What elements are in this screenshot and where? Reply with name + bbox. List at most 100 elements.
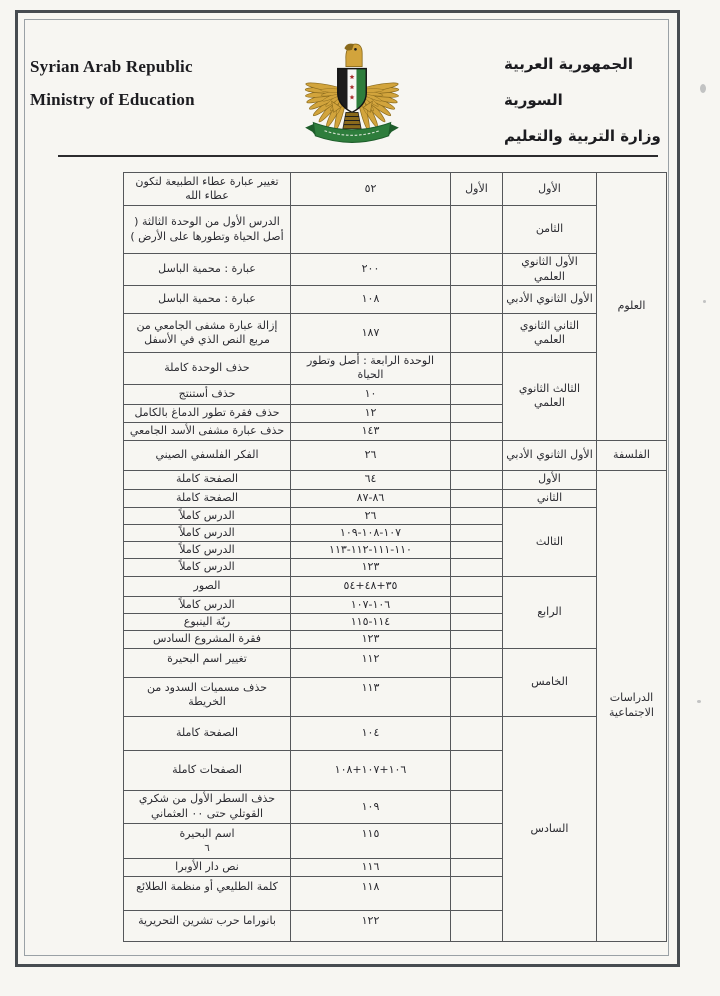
country-name-ar: الجمهورية العربية السورية: [504, 55, 633, 109]
pages-cell: ٢٠٠: [290, 253, 451, 286]
desc-cell: فقرة المشروع السادس: [123, 630, 291, 649]
table-row: ١١٠-١١١-١١٢-١١٣ الدرس كاملاً: [123, 541, 667, 560]
pages-cell: ١٠٩: [290, 789, 451, 824]
pages-cell: ٢٦: [290, 506, 451, 525]
scan-artifact: [697, 700, 701, 703]
desc-cell: بانوراما حرب تشرين التحريرية: [123, 909, 291, 942]
pages-cell: ١٠٦+١٠٧+١٠٨: [290, 749, 451, 791]
pages-cell: ١١٦: [290, 857, 451, 877]
ministry-header-english: Syrian Arab Republic Ministry of Educati…: [30, 50, 195, 116]
part-cell: [450, 352, 503, 385]
pages-cell: ١٢٣: [290, 558, 451, 577]
grade-cell: الرابع: [502, 575, 597, 649]
table-row: الأول الثانوي الأدبي ١٠٨ عبارة : محمية الب…: [123, 285, 667, 314]
pages-cell: ١٠: [290, 383, 451, 405]
grade-cell: الثالث: [502, 506, 597, 577]
country-name-en: Syrian Arab Republic: [30, 57, 193, 76]
grade-cell: الثالث الثانوي العلمي: [502, 352, 597, 441]
table-row: ١٢ حذف فقرة تطور الدماغ بالكامل: [123, 403, 667, 423]
subject-cell: الدراسات الاجتماعية: [596, 469, 667, 942]
part-cell: [450, 715, 503, 751]
part-cell: [450, 595, 503, 615]
pages-cell: الوحدة الرابعة : أصل وتطور الحياة: [290, 352, 451, 385]
banner-script-marks: [324, 130, 380, 136]
table-row: الثالث الثانوي العلمي الوحدة الرابعة : أص…: [123, 352, 667, 441]
desc-cell: إزالة عبارة مشفى الجامعي من مربع النص ال…: [123, 313, 291, 353]
desc-cell: عبارة : محمية الباسل: [123, 253, 291, 286]
grade-cell: الأول الثانوي العلمي: [502, 253, 597, 286]
curriculum-edits-table: العلوم الأول الأول ٥٢ تغيير عبارة عطاء الطبي…: [123, 172, 667, 942]
ministry-name-en: Ministry of Education: [30, 90, 195, 109]
part-cell: [450, 875, 503, 911]
pages-cell: [290, 205, 451, 254]
part-cell: [450, 403, 503, 423]
grade-cell: الخامس: [502, 647, 597, 717]
eagle-beak: [344, 43, 355, 51]
desc-cell: تغيير اسم البحيرة: [123, 647, 291, 678]
part-cell: [450, 558, 503, 577]
part-cell: [450, 575, 503, 597]
pages-cell: ٦٤: [290, 469, 451, 490]
grade-cell: الأول الثانوي الأدبي: [502, 285, 597, 314]
edits-table-body: العلوم الأول الأول ٥٢ تغيير عبارة عطاء الطبي…: [123, 172, 667, 942]
pages-cell: ٥٢: [290, 172, 451, 206]
table-row: ١٠٧-١٠٨-١٠٩ الدرس كاملاً: [123, 523, 667, 543]
table-row: الثامن الدرس الأول من الوحدة الثالثة ( أص…: [123, 205, 667, 254]
table-row: ١١٤-١١٥ ربّة الينبوع: [123, 613, 667, 632]
part-cell: [450, 789, 503, 824]
part-cell: [450, 676, 503, 717]
grade-cell: الثاني الثانوي العلمي: [502, 313, 597, 353]
part-cell: [450, 630, 503, 649]
chest-shield: [337, 68, 367, 113]
eagle-eye: [354, 47, 357, 51]
desc-cell: ربّة الينبوع: [123, 613, 291, 632]
eagle-right-talon: [362, 100, 373, 113]
desc-cell: الدرس كاملاً: [123, 541, 291, 560]
desc-cell: الصفحة كاملة: [123, 488, 291, 508]
desc-cell: عبارة : محمية الباسل: [123, 285, 291, 314]
part-cell: [450, 523, 503, 543]
part-cell: [450, 857, 503, 877]
part-cell: [450, 488, 503, 508]
pages-cell: ١١٢: [290, 647, 451, 678]
desc-cell: الدرس كاملاً: [123, 558, 291, 577]
table-row: الثاني الثانوي العلمي ١٨٧ إزالة عبارة مشفى…: [123, 313, 667, 353]
header-divider-line: [58, 155, 658, 157]
banner-ribbon: [312, 121, 392, 143]
table-row: الثالث ٢٦ الدرس كاملاً: [123, 506, 667, 577]
part-cell: [450, 383, 503, 405]
part-cell: [450, 253, 503, 286]
grade-cell: الثامن: [502, 205, 597, 254]
table-row: الرابع ٣٥+٤٨+٥٤ الصور: [123, 575, 667, 649]
table-row: ١٢٢ بانوراما حرب تشرين التحريرية: [123, 909, 667, 942]
desc-cell: كلمة الطليعي أو منظمة الطلائع: [123, 875, 291, 911]
subject-cell: الفلسفة: [596, 439, 667, 471]
table-row: الثاني ٨٦-٨٧ الصفحة كاملة: [123, 488, 667, 508]
desc-cell: الدرس كاملاً: [123, 523, 291, 543]
subject-cell: العلوم: [596, 172, 667, 441]
part-cell: [450, 439, 503, 471]
part-cell: الأول: [450, 172, 503, 206]
pages-cell: ١٢: [290, 403, 451, 423]
part-cell: [450, 647, 503, 678]
desc-cell: حذف فقرة تطور الدماغ بالكامل: [123, 403, 291, 423]
pages-cell: ١٢٢: [290, 909, 451, 942]
desc-cell: حذف الوحدة كاملة: [123, 352, 291, 385]
desc-secondary-mark: ٦: [204, 842, 210, 854]
grade-cell: السادس: [502, 715, 597, 942]
part-cell: [450, 469, 503, 490]
table-row: السادس ١٠٤ الصفحة كاملة: [123, 715, 667, 942]
pages-cell: ٣٥+٤٨+٥٤: [290, 575, 451, 597]
grade-cell: الأول: [502, 172, 597, 206]
desc-cell: حذف السطر الأول من شكري القوتلي حتى ٠٠ ا…: [123, 789, 291, 824]
table-row: الأول الثانوي العلمي ٢٠٠ عبارة : محمية الب…: [123, 253, 667, 286]
desc-cell: نص دار الأوبرا: [123, 857, 291, 877]
table-row: ١٢٣ فقرة المشروع السادس: [123, 630, 667, 649]
grade-cell: الأول الثانوي الأدبي: [502, 439, 597, 471]
table-row: الخامس ١١٢ تغيير اسم البحيرة: [123, 647, 667, 717]
table-row: ١٠٦+١٠٧+١٠٨ الصفحات كاملة: [123, 749, 667, 791]
part-cell: [450, 909, 503, 942]
ministry-header-arabic: الجمهورية العربية السورية وزارة التربية …: [504, 46, 696, 154]
pages-cell: ٢٦: [290, 439, 451, 471]
desc-cell: الصفحات كاملة: [123, 749, 291, 791]
